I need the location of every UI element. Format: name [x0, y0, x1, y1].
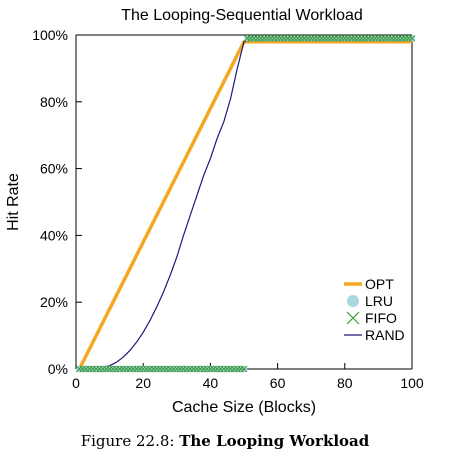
- y-tick-label: 60%: [40, 161, 68, 177]
- series-layer: [76, 34, 416, 373]
- legend-swatch-fifo: [346, 311, 360, 325]
- caption-title: The Looping Workload: [179, 432, 370, 450]
- chart-title: The Looping-Sequential Workload: [121, 7, 363, 24]
- y-tick-label: 100%: [32, 27, 68, 43]
- x-tick-label: 40: [203, 375, 219, 391]
- fifo-point: [408, 34, 416, 42]
- x-tick-label: 20: [135, 375, 151, 391]
- legend-label: FIFO: [365, 310, 397, 326]
- x-tick-label: 100: [400, 375, 424, 391]
- legend-swatch-lru: [347, 295, 359, 307]
- line-chart: The Looping-Sequential Workload 0% 20% 40%…: [5, 7, 424, 416]
- caption-prefix: Figure 22.8:: [80, 432, 180, 450]
- series-line-rand: [79, 37, 412, 370]
- y-tick-label: 0%: [48, 361, 68, 377]
- y-axis-label: Hit Rate: [5, 173, 22, 231]
- legend-label: RAND: [365, 327, 405, 343]
- legend-label: OPT: [365, 276, 394, 292]
- y-tick-label: 80%: [40, 94, 68, 110]
- figure-caption: Figure 22.8: The Looping Workload: [0, 432, 450, 450]
- fifo-point: [240, 365, 248, 373]
- y-tick-label: 20%: [40, 294, 68, 310]
- x-tick-label: 0: [72, 375, 80, 391]
- legend-label: LRU: [365, 293, 393, 309]
- x-axis-label: Cache Size (Blocks): [172, 399, 316, 416]
- x-tick-label: 80: [337, 375, 353, 391]
- y-axis: 0% 20% 40% 60% 80% 100%: [32, 27, 82, 377]
- series-line-opt: [77, 39, 412, 370]
- x-tick-label: 60: [270, 375, 286, 391]
- y-tick-label: 40%: [40, 227, 68, 243]
- x-axis: 0 20 40 60 80 100: [72, 363, 424, 391]
